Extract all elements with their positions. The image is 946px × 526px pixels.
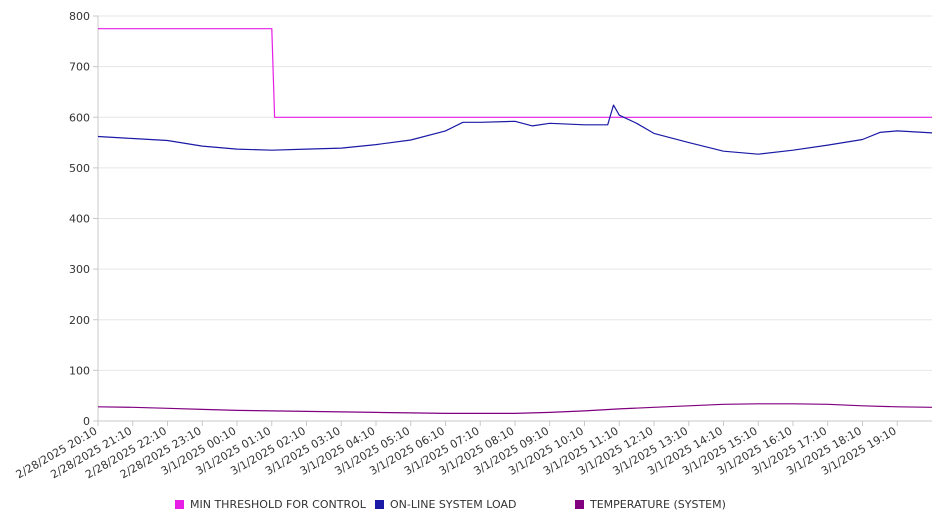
legend-swatch	[175, 500, 184, 509]
y-tick-label: 300	[69, 263, 90, 276]
legend-item: TEMPERATURE (SYSTEM)	[575, 498, 726, 511]
y-tick-label: 800	[69, 10, 90, 23]
y-tick-label: 100	[69, 364, 90, 377]
chart-legend: MIN THRESHOLD FOR CONTROL ON-LINE SYSTEM …	[0, 498, 946, 514]
series-line-min-threshold-for-control	[98, 28, 932, 118]
axes	[97, 16, 932, 422]
legend-label: TEMPERATURE (SYSTEM)	[590, 498, 726, 511]
y-tick-label: 400	[69, 213, 90, 226]
legend-item: MIN THRESHOLD FOR CONTROL	[175, 498, 366, 511]
y-tick-label: 500	[69, 162, 90, 175]
grid-lines	[98, 15, 932, 371]
y-tick-label: 0	[83, 415, 90, 428]
legend-swatch	[375, 500, 384, 509]
y-tick-label: 700	[69, 61, 90, 74]
x-axis-ticks: 2/28/2025 20:102/28/2025 21:102/28/2025 …	[14, 421, 899, 481]
series-lines	[97, 28, 933, 414]
legend-item: ON-LINE SYSTEM LOAD	[375, 498, 516, 511]
legend-label: ON-LINE SYSTEM LOAD	[390, 498, 517, 511]
y-tick-label: 200	[69, 314, 90, 327]
legend-label: MIN THRESHOLD FOR CONTROL	[190, 498, 366, 511]
y-axis-ticks: 0 100 200 300 400 500 600 700 800	[69, 10, 98, 428]
y-tick-label: 600	[69, 111, 90, 124]
legend-swatch	[575, 500, 584, 509]
series-line-temperature-system	[97, 403, 933, 414]
series-line-on-line-system-load	[97, 104, 933, 155]
